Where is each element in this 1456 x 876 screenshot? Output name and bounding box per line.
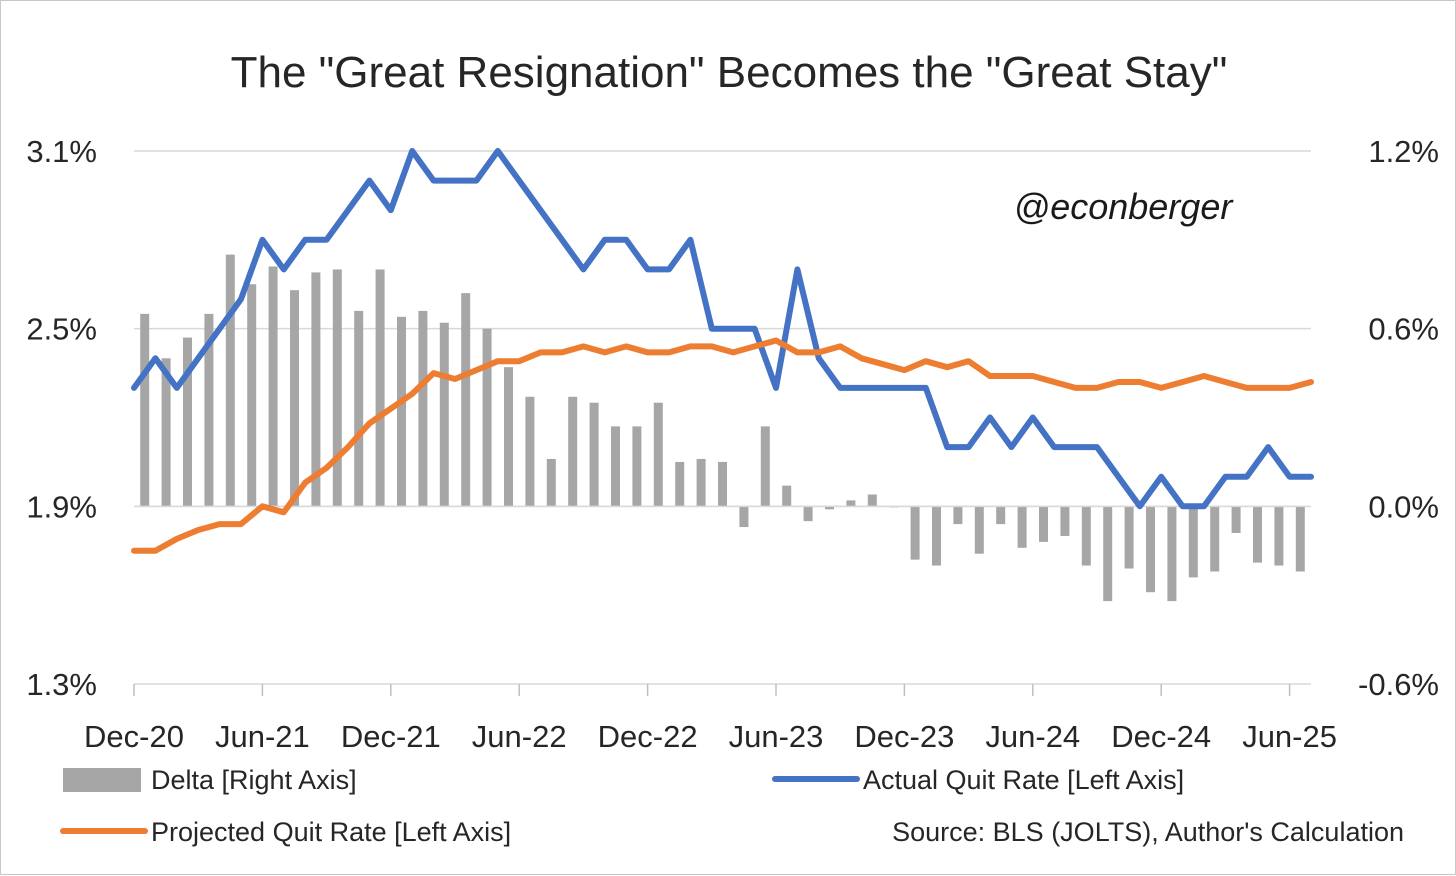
delta-bar xyxy=(247,284,257,507)
left-axis-label: 1.3% xyxy=(26,667,97,702)
delta-bar xyxy=(161,358,171,507)
delta-bar xyxy=(354,310,364,507)
delta-bar xyxy=(932,506,941,566)
delta-bar xyxy=(140,313,150,507)
x-tick-label: Dec-20 xyxy=(84,719,184,754)
x-tick-label: Dec-24 xyxy=(1111,719,1211,754)
delta-bar xyxy=(332,269,342,507)
x-tick-label: Jun-25 xyxy=(1242,719,1337,754)
delta-bar xyxy=(1253,506,1262,563)
delta-bar xyxy=(1081,506,1091,566)
delta-bar xyxy=(1210,506,1220,572)
delta-bar xyxy=(1017,506,1027,548)
delta-bar xyxy=(1146,506,1155,593)
chart-title: The "Great Resignation" Becomes the "Gre… xyxy=(231,48,1228,97)
x-tick-label: Jun-22 xyxy=(472,719,567,754)
delta-bar xyxy=(611,426,620,507)
delta-bar xyxy=(632,426,642,507)
left-axis-label: 2.5% xyxy=(26,312,97,347)
delta-bar xyxy=(1060,506,1070,536)
delta-bar xyxy=(504,367,513,507)
delta-bar xyxy=(311,272,321,507)
delta-bar xyxy=(397,316,406,507)
delta-bar xyxy=(525,396,535,507)
x-axis-ticks xyxy=(133,684,1291,696)
delta-bar xyxy=(825,506,834,510)
delta-bar xyxy=(867,494,877,507)
delta-bar xyxy=(589,402,599,507)
legend-label-projected: Projected Quit Rate [Left Axis] xyxy=(151,817,511,847)
delta-bar xyxy=(760,426,770,507)
right-axis-label: 0.0% xyxy=(1368,489,1439,524)
x-tick-label: Jun-21 xyxy=(215,719,310,754)
delta-bar xyxy=(953,506,963,525)
delta-bar xyxy=(974,506,984,554)
line-series xyxy=(131,148,1314,554)
delta-bar xyxy=(225,254,235,507)
delta-bar xyxy=(1167,506,1177,602)
legend-label-actual: Actual Quit Rate [Left Axis] xyxy=(863,765,1184,795)
right-axis-labels: 1.2% 0.6% 0.0% -0.6% xyxy=(1358,134,1439,702)
delta-bar xyxy=(183,337,192,507)
delta-bar xyxy=(846,500,856,507)
delta-bar xyxy=(1039,506,1048,542)
delta-bar xyxy=(204,313,214,507)
x-tick-label: Jun-24 xyxy=(985,719,1080,754)
delta-bar xyxy=(461,293,471,507)
delta-bar xyxy=(696,458,706,507)
delta-bar xyxy=(568,396,578,507)
right-axis-label: 0.6% xyxy=(1368,312,1439,347)
delta-bar xyxy=(290,290,299,507)
delta-bar xyxy=(1231,506,1241,533)
delta-bar xyxy=(782,485,792,507)
delta-bar xyxy=(1188,506,1198,578)
delta-bar xyxy=(546,458,556,507)
delta-bar xyxy=(439,322,449,507)
delta-bar xyxy=(653,402,663,507)
x-tick-label: Dec-23 xyxy=(854,719,954,754)
source-note: Source: BLS (JOLTS), Author's Calculatio… xyxy=(892,817,1404,847)
delta-bar xyxy=(418,310,428,507)
x-tick-label: Dec-22 xyxy=(598,719,698,754)
delta-bar xyxy=(268,266,278,507)
x-tick-label: Dec-21 xyxy=(341,719,441,754)
left-axis-label: 1.9% xyxy=(26,489,97,524)
delta-bars xyxy=(140,254,1305,602)
delta-bar xyxy=(996,506,1006,525)
delta-bar xyxy=(675,461,685,507)
left-axis-label: 3.1% xyxy=(26,134,97,169)
legend-swatch-delta xyxy=(63,768,141,792)
right-axis-label: -0.6% xyxy=(1358,667,1439,702)
delta-bar xyxy=(910,506,920,560)
delta-bar xyxy=(1274,506,1284,566)
delta-bar xyxy=(1295,506,1305,572)
x-tick-label: Jun-23 xyxy=(729,719,824,754)
delta-bar xyxy=(1124,506,1134,569)
left-axis-labels: 3.1% 2.5% 1.9% 1.3% xyxy=(26,134,97,702)
right-axis-label: 1.2% xyxy=(1368,134,1439,169)
watermark-text: @econberger xyxy=(1014,186,1235,227)
projected-quit-rate-line xyxy=(131,337,1314,554)
delta-bar xyxy=(803,506,813,522)
delta-bar xyxy=(482,328,492,507)
delta-bar xyxy=(375,269,385,507)
delta-bar xyxy=(718,461,727,507)
delta-bar xyxy=(1103,506,1113,602)
delta-bar xyxy=(739,506,749,528)
legend-label-delta: Delta [Right Axis] xyxy=(151,765,357,795)
x-axis-labels: Dec-20 Jun-21 Dec-21 Jun-22 Dec-22 Jun-23 Dec-… xyxy=(84,719,1337,754)
actual-quit-rate-line xyxy=(131,148,1314,510)
